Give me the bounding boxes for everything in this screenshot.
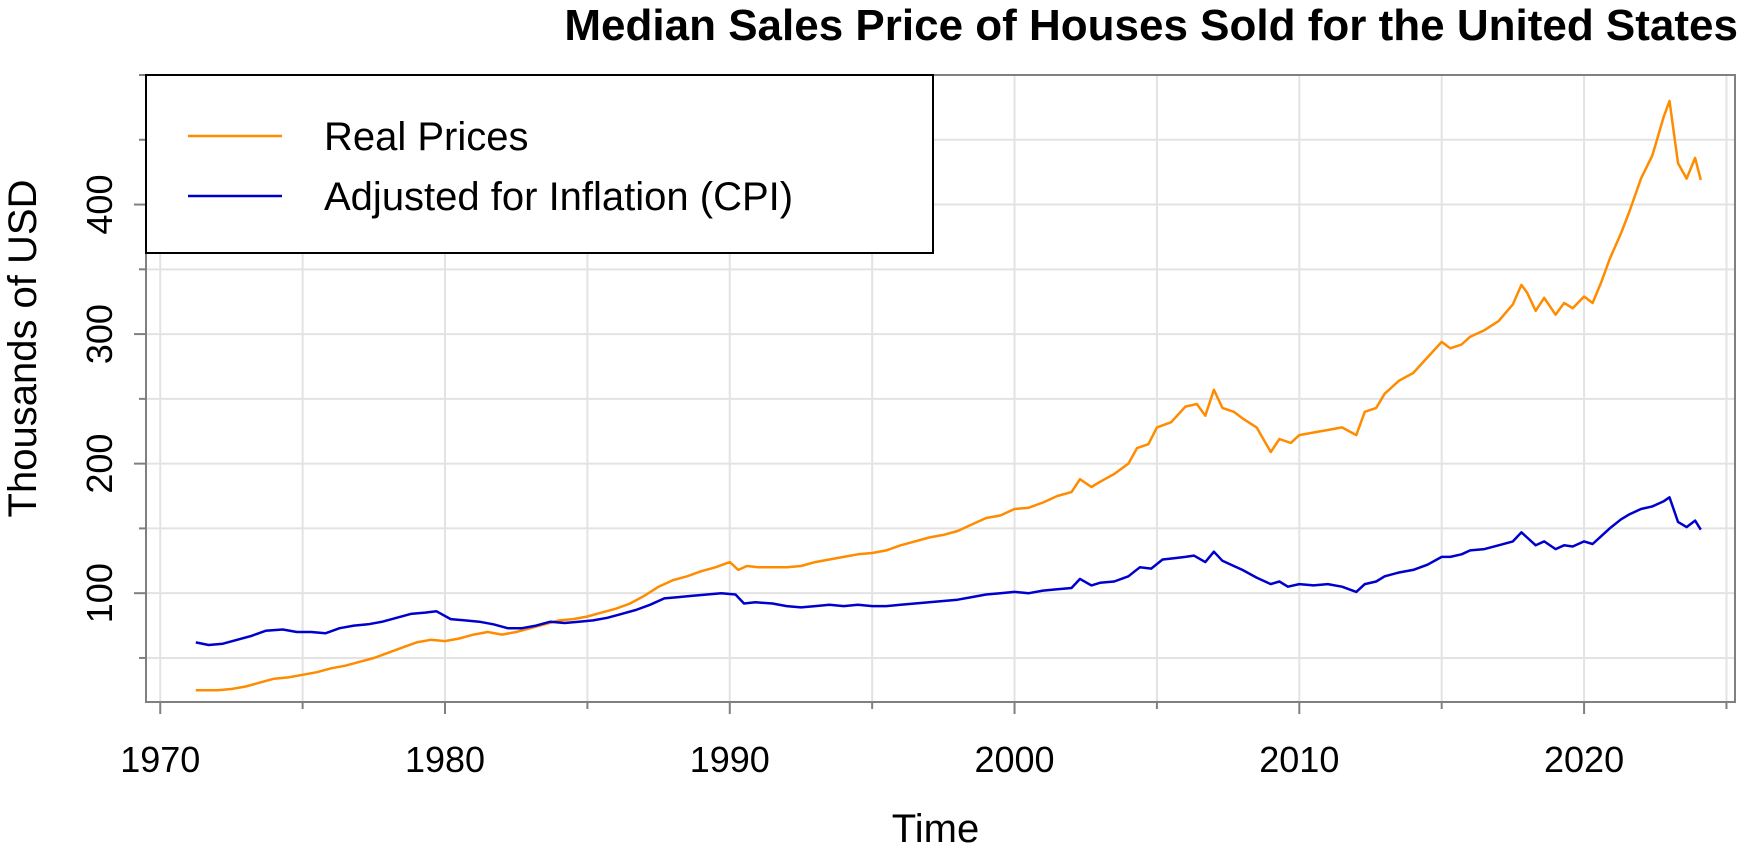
- x-tick-label: 2000: [974, 739, 1054, 780]
- x-tick-label: 1980: [405, 739, 485, 780]
- series-line-0: [195, 99, 1703, 692]
- legend: Real Prices Adjusted for Inflation (CPI): [145, 74, 934, 254]
- plot-frame: [145, 74, 1736, 703]
- legend-label-adjusted-cpi: Adjusted for Inflation (CPI): [324, 175, 793, 219]
- x-tick-label: 2020: [1544, 739, 1624, 780]
- x-tick-label: 2010: [1259, 739, 1339, 780]
- y-tick-label: 300: [79, 304, 120, 364]
- y-tick-label: 100: [79, 563, 120, 623]
- legend-label-real-prices: Real Prices: [324, 115, 529, 159]
- y-tick-label: 200: [79, 434, 120, 494]
- x-tick-label: 1970: [120, 739, 200, 780]
- x-tick-label: 1990: [690, 739, 770, 780]
- y-axis: 100 200 300 400: [79, 74, 146, 659]
- series-layer: [195, 99, 1703, 692]
- x-axis: 1970 1980 1990 2000 2010 2020: [120, 702, 1728, 780]
- y-tick-label: 400: [79, 175, 120, 235]
- y-axis-label: Thousands of USD: [1, 180, 45, 518]
- chart-title: Median Sales Price of Houses Sold for th…: [564, 1, 1738, 50]
- series-line-1: [195, 496, 1702, 647]
- x-axis-label: Time: [892, 807, 979, 848]
- legend-box: [145, 74, 934, 254]
